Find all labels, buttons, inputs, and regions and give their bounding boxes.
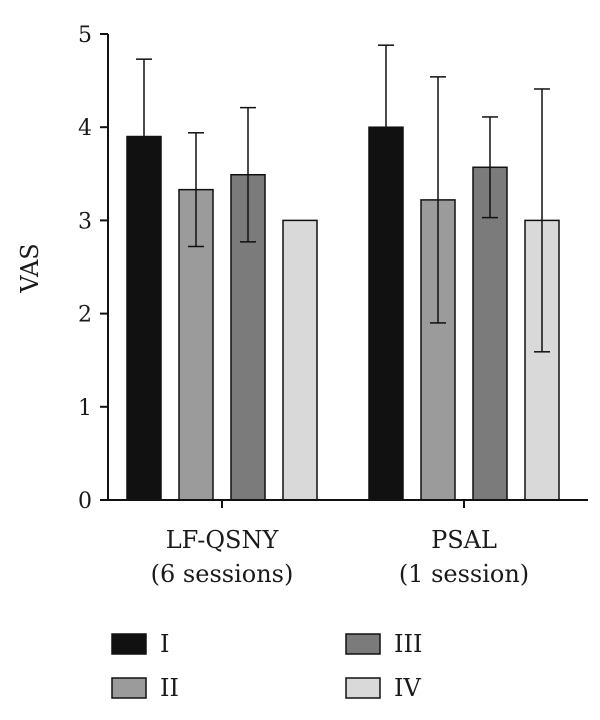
legend-swatch — [111, 633, 147, 655]
y-axis: 0 1 2 3 4 5 — [78, 23, 109, 514]
legend-swatch — [111, 677, 147, 699]
legend-label: III — [394, 630, 422, 658]
y-tick-label: 4 — [78, 116, 92, 141]
y-tick-label: 0 — [78, 489, 92, 514]
x-category-label: (6 sessions) — [151, 560, 294, 588]
error-bar-ii-1 — [188, 132, 204, 248]
error-bar-ii-2 — [430, 76, 446, 324]
legend-item-iv: IV — [345, 674, 421, 702]
error-bar-i-1 — [136, 58, 152, 215]
bar-iii-2 — [472, 166, 508, 501]
bars — [126, 126, 560, 501]
x-axis: LF-QSNY (6 sessions) PSAL (1 session) — [108, 499, 588, 588]
error-bar-i-2 — [378, 44, 394, 210]
bar-iv-1 — [282, 219, 318, 501]
y-tick-label: 2 — [78, 303, 92, 328]
x-category-label: LF-QSNY — [166, 526, 280, 554]
legend-label: II — [160, 674, 179, 702]
error-bars — [136, 44, 550, 353]
bar-iv-2 — [524, 219, 560, 501]
y-tick-label: 5 — [78, 23, 92, 48]
y-tick-label: 3 — [78, 209, 92, 234]
legend-item-iii: III — [345, 630, 422, 658]
legend-label: IV — [394, 674, 421, 702]
legend-item-i: I — [111, 630, 169, 658]
legend-swatch — [345, 633, 381, 655]
error-bar-iii-1 — [240, 106, 256, 243]
legend-swatch — [345, 677, 381, 699]
error-bar-iv-2 — [534, 88, 550, 353]
x-category-label: (1 session) — [399, 560, 529, 588]
legend-item-ii: II — [111, 674, 179, 702]
y-tick-label: 1 — [78, 396, 92, 421]
legend-label: I — [160, 630, 169, 658]
x-category-label: PSAL — [431, 526, 497, 554]
y-axis-title: VAS — [16, 243, 44, 293]
error-bar-iii-2 — [482, 116, 498, 219]
